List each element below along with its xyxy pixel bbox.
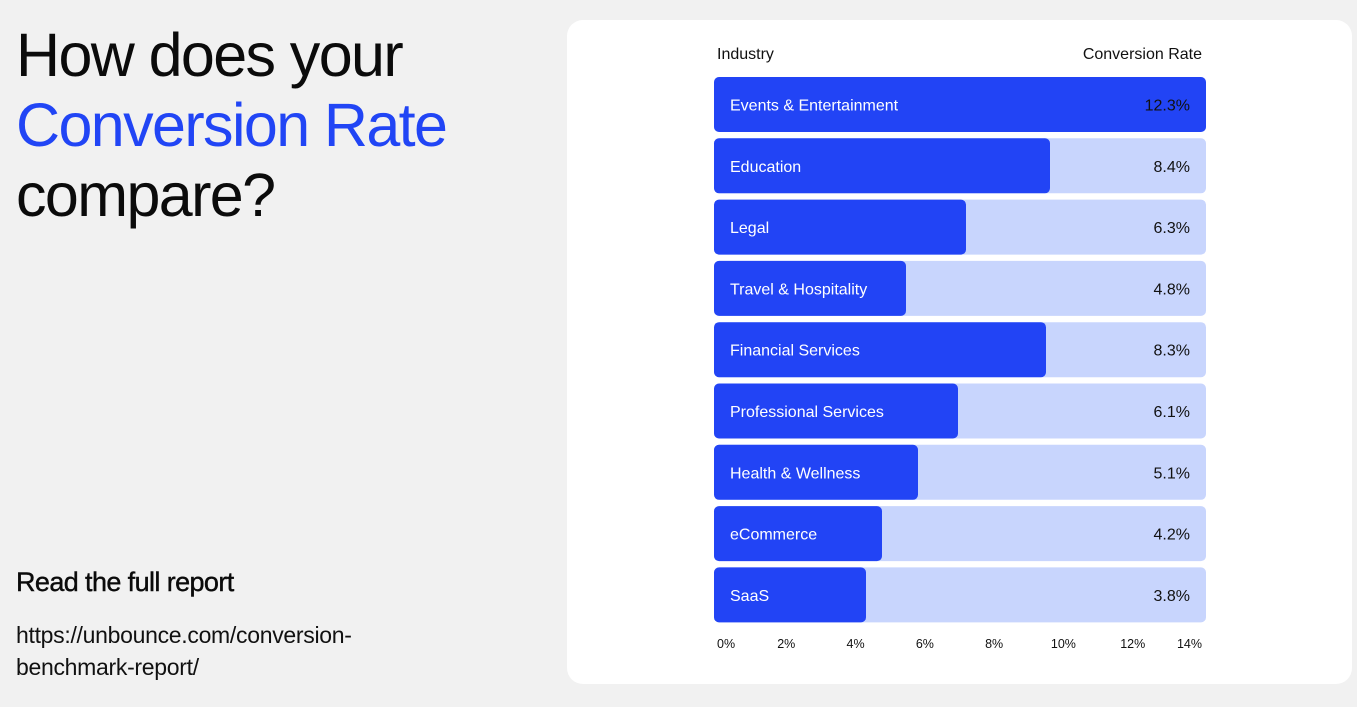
bar-row: eCommerce 4.2% <box>714 506 1206 562</box>
bar <box>714 444 918 500</box>
bar <box>714 322 1046 378</box>
bar-label: Professional Services <box>730 404 884 421</box>
bar <box>714 199 966 255</box>
x-tick-label: 0% <box>717 637 735 651</box>
report-link-line-1: https://unbounce.com/conversion- <box>16 622 352 648</box>
x-tick-label: 10% <box>1051 637 1076 651</box>
bar <box>714 138 1050 194</box>
value-label: 8.3% <box>1154 343 1190 360</box>
bar-label: Financial Services <box>730 343 860 360</box>
bar <box>714 260 906 316</box>
bar-row: Events & Entertainment 12.3% <box>714 77 1206 132</box>
bar-label: Health & Wellness <box>730 465 860 482</box>
bar-label: eCommerce <box>730 527 817 544</box>
bar-row: Travel & Hospitality 4.8% <box>714 260 1206 316</box>
value-label: 4.8% <box>1154 281 1190 298</box>
x-tick-label: 14% <box>1177 637 1202 651</box>
bar-row: Education 8.4% <box>714 138 1206 194</box>
x-axis: 0% 2% 4% 6% 8% 10% 12% 14% <box>717 637 1202 651</box>
x-tick-label: 4% <box>847 637 865 651</box>
bar <box>714 506 882 562</box>
value-label: 8.4% <box>1154 159 1190 176</box>
bar-label: Travel & Hospitality <box>730 281 867 298</box>
column-header-conversion-rate: Conversion Rate <box>1083 46 1202 63</box>
bar-label: SaaS <box>730 588 769 605</box>
conversion-rate-chart: Industry Conversion Rate Events & Entert… <box>714 46 1206 651</box>
report-link[interactable]: https://unbounce.com/conversion- benchma… <box>16 619 416 683</box>
headline-accent-line: Conversion Rate <box>16 91 448 159</box>
value-label: 4.2% <box>1154 527 1190 544</box>
x-tick-label: 8% <box>985 637 1003 651</box>
bar <box>714 383 958 439</box>
value-label: 5.1% <box>1154 465 1190 482</box>
column-header-industry: Industry <box>717 46 774 63</box>
report-heading: Read the full report <box>16 567 235 597</box>
value-label: 6.3% <box>1154 220 1190 237</box>
bar-row: SaaS 3.8% <box>714 567 1206 623</box>
report-link-line-2: benchmark-report/ <box>16 654 199 680</box>
value-label: 12.3% <box>1145 98 1190 115</box>
bar-label: Legal <box>730 220 769 237</box>
headline-line-1: How does your <box>16 21 404 89</box>
x-tick-label: 6% <box>916 637 934 651</box>
chart-card: Industry Conversion Rate Events & Entert… <box>567 20 1352 684</box>
bar-row: Professional Services 6.1% <box>714 383 1206 439</box>
x-tick-label: 2% <box>777 637 795 651</box>
headline: How does your Conversion Rate compare? <box>16 20 448 230</box>
bar-row: Financial Services 8.3% <box>714 322 1206 378</box>
bar-label: Events & Entertainment <box>730 98 899 115</box>
bar-label: Education <box>730 159 801 176</box>
headline-line-3: compare? <box>16 161 276 229</box>
bar <box>714 77 1206 132</box>
bar <box>714 567 866 623</box>
bar-row: Health & Wellness 5.1% <box>714 444 1206 500</box>
bar-row: Legal 6.3% <box>714 199 1206 255</box>
value-label: 3.8% <box>1154 588 1190 605</box>
x-tick-label: 12% <box>1120 637 1145 651</box>
bar-group: Events & Entertainment 12.3% Education 8.4%… <box>714 77 1206 623</box>
value-label: 6.1% <box>1154 404 1190 421</box>
